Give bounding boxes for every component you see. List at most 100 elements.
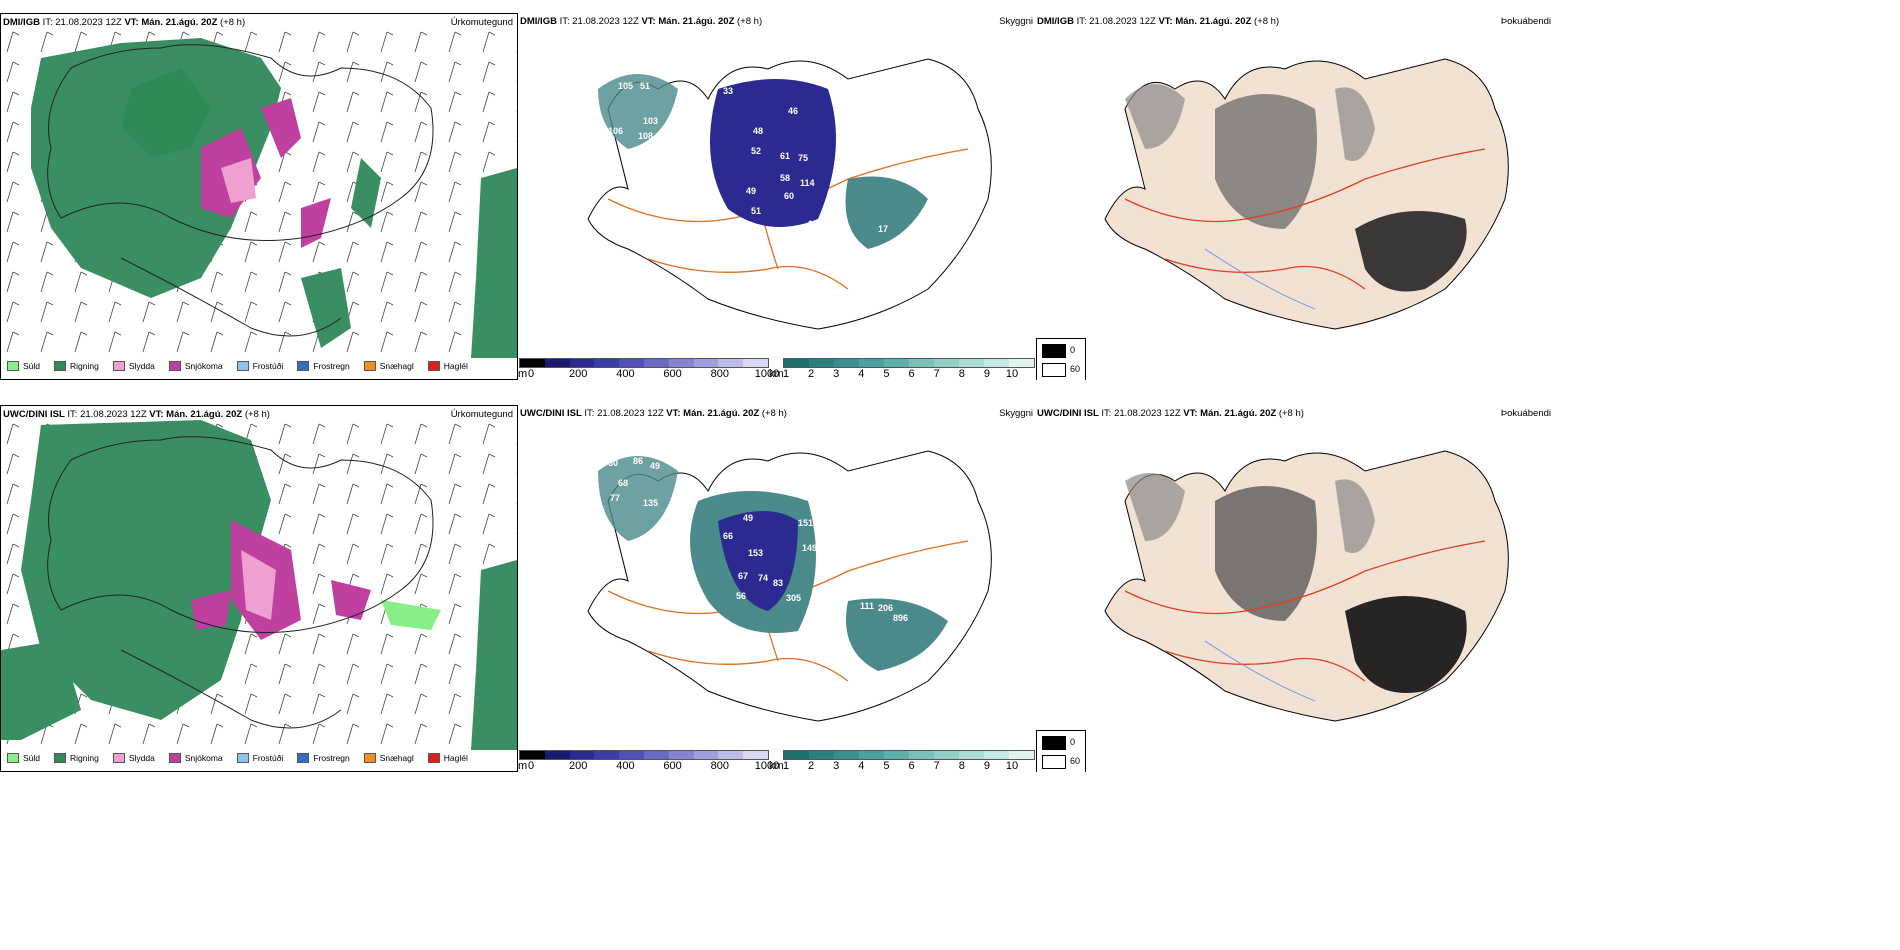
panel-header: UWC/DINI ISL IT: 21.08.2023 12Z VT: Mán.…	[3, 409, 270, 420]
legend-swatch-frostregn	[297, 753, 310, 763]
legend-swatch-sudl	[7, 753, 19, 763]
colorbar-segment	[643, 359, 669, 367]
colorbar-segment	[544, 359, 570, 367]
num-label: 52	[751, 146, 761, 156]
legend-label: Slydda	[128, 753, 155, 763]
legend-item: Snjókoma	[168, 361, 223, 371]
num-label: 74	[758, 573, 768, 583]
legend-swatch-snaehagl	[363, 753, 376, 763]
colorbar-tick-label: 2	[808, 760, 815, 772]
colorbar-segment	[959, 359, 984, 367]
legend-item: Frostúði	[236, 361, 284, 371]
colorbar-segment	[959, 751, 984, 759]
colorbar-segment	[718, 751, 744, 759]
sky-map: 60 86 49 68 77 135 40 49 66 153 67 74 56…	[587, 450, 992, 722]
legend-label: Súld	[23, 753, 41, 763]
num-label: 48	[753, 126, 763, 136]
num-label: 108	[638, 131, 653, 141]
num-label: 49	[743, 513, 753, 523]
legend-swatch-snaehagl	[363, 361, 376, 371]
colorbar-tick-label: 0	[527, 760, 535, 772]
num-label: 60	[784, 191, 794, 201]
panel-title: Úrkomutegund	[450, 17, 513, 28]
colorbar-segment	[884, 359, 909, 367]
fog-map	[1104, 450, 1509, 722]
num-label: 46	[788, 106, 798, 116]
num-label: 48	[763, 701, 773, 711]
panel-title: Skyggni	[999, 408, 1033, 419]
precip-type-map	[1, 28, 517, 358]
fog-panel-2: UWC/DINI ISL IT: 21.08.2023 12Z VT: Mán.…	[1035, 405, 1555, 772]
num-label: 10	[746, 708, 756, 718]
height-colorbar	[519, 750, 769, 760]
legend-item: Snjókoma	[168, 753, 223, 763]
num-label: 49	[746, 186, 756, 196]
colorbar-tick-label: 10	[1005, 368, 1019, 380]
colorbar-segment	[619, 751, 644, 759]
num-label: 206	[878, 603, 893, 613]
legend-item: Frostregn	[297, 361, 350, 371]
num-label: 33	[723, 86, 733, 96]
panel-title: Skyggni	[999, 16, 1033, 27]
legend-item: Haglél	[427, 753, 468, 763]
colorbar-tick-label: 3	[833, 760, 840, 772]
colorbar-tick-label: 6	[908, 760, 915, 772]
legend-swatch-sudl	[7, 361, 19, 371]
num-label: 89	[768, 276, 778, 286]
colorbar-tick-label: 4	[858, 368, 865, 380]
panel-header: DMI/IGB IT: 21.08.2023 12Z VT: Mán. 21.á…	[3, 17, 246, 28]
colorbar-segment	[520, 359, 545, 367]
fog-legend: 0 60	[1036, 730, 1086, 772]
legend-swatch-haglel	[427, 753, 440, 763]
num-label: 106	[608, 126, 623, 136]
panel-title: Þokuábendi	[1500, 16, 1551, 27]
fog-legend-label: 60	[1070, 756, 1081, 766]
legend-label: Súld	[23, 361, 41, 371]
precip-numbers: 105 51 103 108 106 46 48 33 52 61 75 58 …	[608, 81, 958, 306]
num-label: 151	[798, 518, 813, 528]
colorbar-segment	[784, 359, 809, 367]
num-label: 66	[948, 606, 958, 616]
colorbar-segment	[643, 751, 669, 759]
num-label: 122	[943, 221, 958, 231]
num-label: 51	[751, 206, 761, 216]
colorbar-tick-label: 6	[908, 368, 915, 380]
legend-label: Rigning	[70, 753, 99, 763]
num-label: 67	[738, 571, 748, 581]
colorbar-tick-label: 600	[663, 760, 682, 772]
panel-header: DMI/IGB IT: 21.08.2023 12Z VT: Mán. 21.á…	[1037, 16, 1280, 27]
num-label: 86	[633, 456, 643, 466]
legend-swatch-frostudi	[236, 361, 249, 371]
colorbar-segment	[859, 359, 884, 367]
colorbar-segment	[934, 751, 959, 759]
colorbar-segment	[1009, 359, 1034, 367]
colorbar-segment	[743, 359, 768, 367]
legend-item: Súld	[7, 361, 40, 371]
legend-swatch-haglel	[427, 361, 440, 371]
panel-header: UWC/DINI ISL IT: 21.08.2023 12Z VT: Mán.…	[520, 408, 787, 419]
num-label: 75	[798, 153, 808, 163]
legend-item: Frostúði	[236, 753, 283, 763]
precip-type-map	[1, 420, 517, 750]
legend-label: Frostregn	[313, 361, 350, 371]
legend-swatch-frostregn	[297, 361, 310, 371]
colorbar-segment	[544, 751, 570, 759]
num-label: 40	[588, 588, 598, 598]
precip-legend: Súld Rigning Slydda Snjókoma Frostúði Fr…	[7, 361, 468, 371]
num-label: 135	[643, 498, 658, 508]
colorbar-tick-label: 1	[782, 368, 790, 380]
legend-label: Frostúði	[252, 361, 284, 371]
num-label: 896	[893, 613, 908, 623]
colorbar-segment	[668, 751, 694, 759]
colorbar-segment	[718, 359, 744, 367]
colorbar-segment	[859, 751, 884, 759]
visibility-colorbar	[783, 750, 1035, 760]
colorbar-segment	[594, 751, 620, 759]
legend-label: Snjókoma	[184, 753, 223, 763]
num-label: 66	[723, 531, 733, 541]
colorbar-tick-label: 9	[983, 368, 990, 380]
num-label: 111	[860, 601, 874, 611]
colorbar-tick-label: 400	[616, 368, 635, 380]
num-label: 83	[773, 578, 783, 588]
num-label: 12	[808, 219, 818, 229]
